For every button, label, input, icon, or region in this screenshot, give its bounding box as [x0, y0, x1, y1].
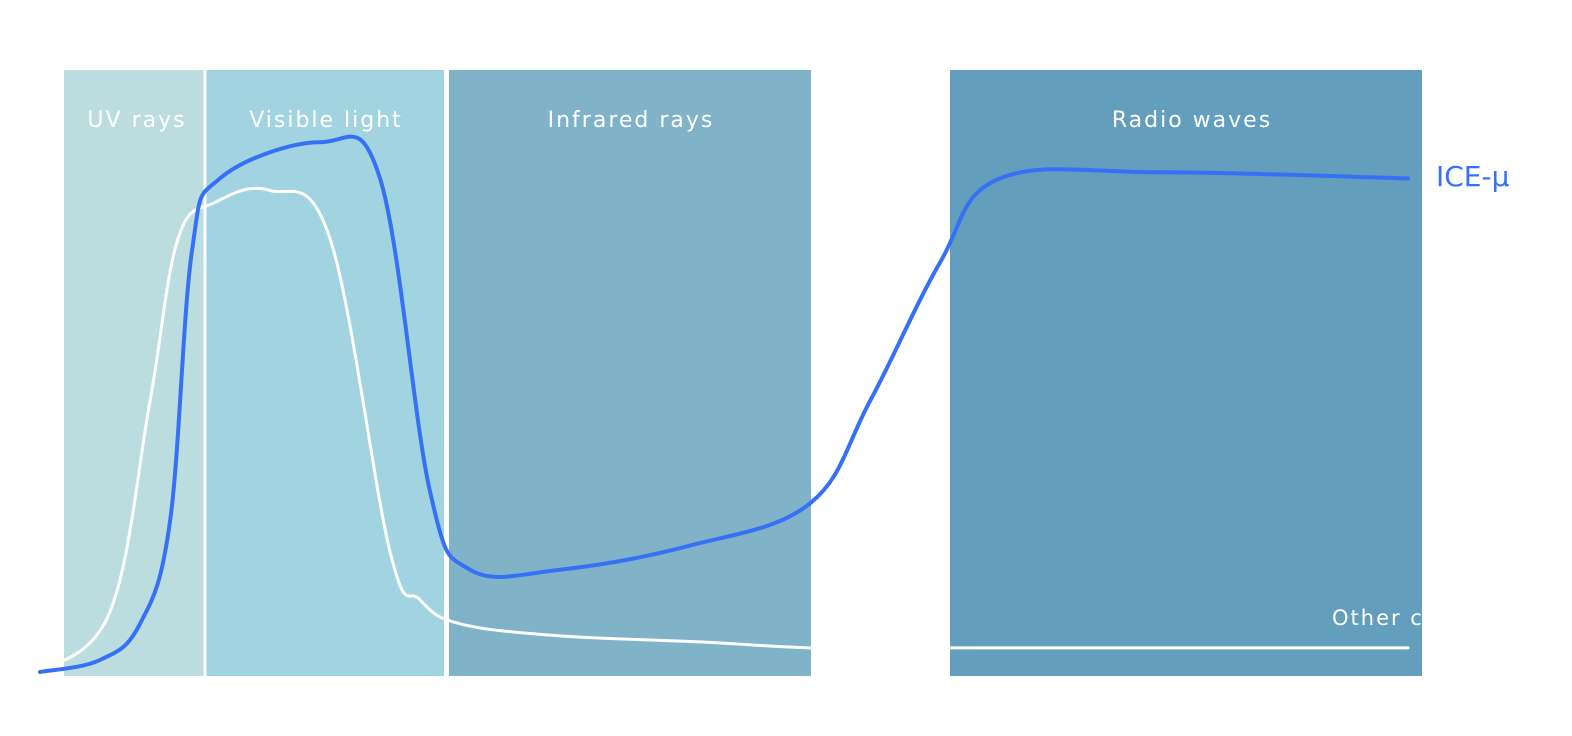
band-infrared-rays [449, 70, 811, 676]
series-labels: ICE-μ Other c [1332, 160, 1510, 630]
spectrum-bands: UV rays Visible light Infrared rays Radio w… [64, 70, 1422, 676]
series-line-other [38, 186, 1410, 674]
series-label-other: Other c [1332, 606, 1424, 630]
band-label: UV rays [87, 108, 186, 133]
band-radio-waves [950, 70, 1422, 676]
band-label: Visible light [249, 108, 403, 133]
series-label-ice-mu: ICE-μ [1436, 160, 1510, 193]
band-visible-light [206, 70, 444, 676]
band-label: Infrared rays [548, 108, 715, 133]
series-line-ice-mu [38, 134, 1410, 674]
band-label: Radio waves [1112, 108, 1272, 133]
series-lines [38, 134, 1410, 674]
